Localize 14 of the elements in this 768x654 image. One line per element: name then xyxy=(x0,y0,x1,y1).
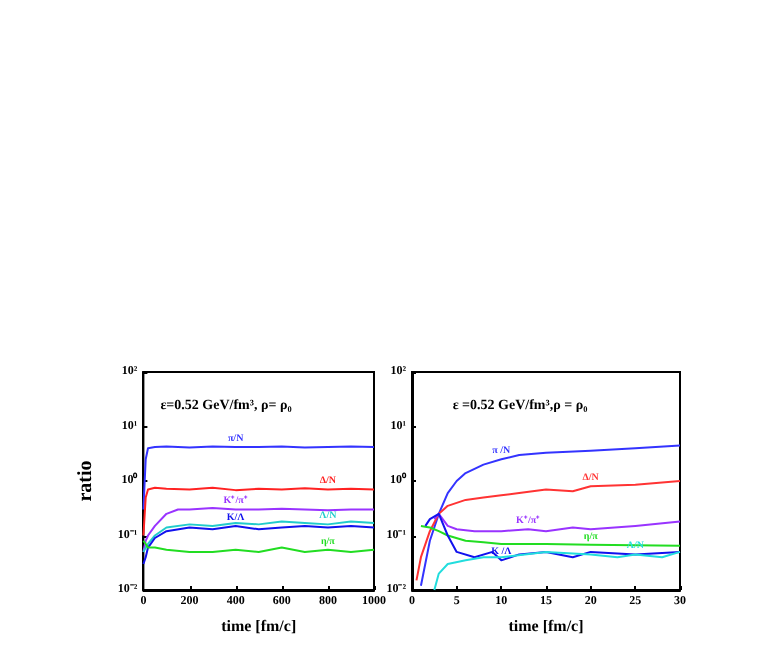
line-series xyxy=(142,524,375,565)
line-series xyxy=(142,445,375,511)
line-series xyxy=(419,524,681,547)
x-axis-title: time [fm/c] xyxy=(221,617,297,635)
line-series xyxy=(415,480,681,582)
line-series xyxy=(424,512,681,562)
y-axis-title: ratio xyxy=(75,460,97,502)
line-series xyxy=(142,520,375,553)
line-series xyxy=(419,444,681,587)
line-series xyxy=(433,512,681,533)
line-series xyxy=(433,550,681,591)
x-axis-title: time [fm/c] xyxy=(508,617,585,635)
line-series xyxy=(142,486,375,537)
line-series xyxy=(142,506,375,553)
